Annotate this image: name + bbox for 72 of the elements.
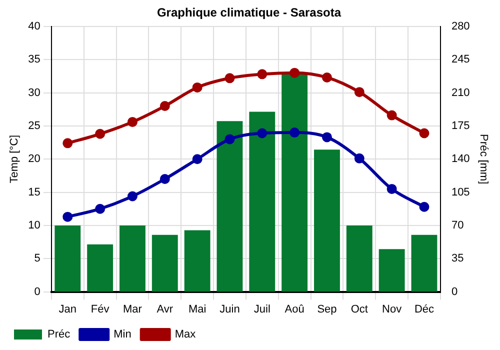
x-tick-label: Nov <box>382 303 402 316</box>
y2-tick-label: 0 <box>451 286 458 298</box>
point <box>257 69 268 80</box>
y2-tick-label: 210 <box>451 86 470 99</box>
y2-tick-label: 105 <box>451 186 470 198</box>
y-tick-label: 30 <box>28 86 40 99</box>
bar <box>282 74 308 292</box>
bar <box>87 244 114 292</box>
x-tick-label: Fév <box>90 303 110 316</box>
point <box>127 116 138 127</box>
y-tick-label: 25 <box>28 120 40 132</box>
y2-axis-title: Préc [mm] <box>477 134 490 184</box>
legend-label: Préc <box>48 328 71 341</box>
x-tick-label: Avr <box>156 303 174 316</box>
point <box>386 110 397 120</box>
y-tick-label: 0 <box>34 286 40 298</box>
x-tick-label: Mai <box>188 303 206 316</box>
y2-tick-label: 280 <box>451 20 470 32</box>
x-tick-label: Déc <box>414 303 435 316</box>
legend-label: Max <box>174 328 196 341</box>
y2-tick-label: 35 <box>451 252 464 265</box>
bar <box>346 225 372 292</box>
y2-tick-label: 245 <box>451 54 470 66</box>
bar <box>120 225 146 292</box>
point <box>322 132 332 142</box>
point <box>354 87 364 98</box>
point <box>62 138 73 148</box>
point <box>127 191 138 202</box>
legend-label: Min <box>114 328 132 341</box>
bar <box>314 150 340 292</box>
bar <box>54 225 81 292</box>
point <box>224 73 235 84</box>
y-tick-label: 40 <box>28 20 40 32</box>
point <box>290 128 300 138</box>
bar <box>216 121 243 292</box>
bar <box>411 234 438 292</box>
y-tick-label: 35 <box>28 54 40 66</box>
point <box>354 153 364 164</box>
point <box>160 174 170 184</box>
point <box>290 68 300 78</box>
point <box>62 212 73 222</box>
point <box>322 72 332 82</box>
y2-tick-label: 140 <box>451 153 470 166</box>
point <box>160 101 170 112</box>
bar <box>184 230 210 292</box>
x-tick-label: Juin <box>220 303 240 316</box>
y2-tick-label: 70 <box>451 219 464 232</box>
point <box>419 128 430 138</box>
bar <box>152 234 178 292</box>
y-axis-title: Temp [°C] <box>8 134 21 184</box>
point <box>224 134 235 144</box>
point <box>419 202 430 212</box>
x-tick-label: Juil <box>254 303 270 316</box>
x-tick-label: Aoû <box>284 303 304 316</box>
x-tick-label: Jan <box>58 303 77 316</box>
bar <box>378 249 405 292</box>
point <box>95 128 106 139</box>
point <box>95 204 106 214</box>
y-tick-label: 10 <box>28 219 40 232</box>
point <box>386 184 397 194</box>
chart-title: Graphique climatique - Sarasota <box>156 6 342 20</box>
x-tick-label: Sep <box>317 303 337 316</box>
y-tick-label: 5 <box>34 252 40 265</box>
bar <box>249 112 276 292</box>
point <box>257 128 268 138</box>
x-tick-label: Oct <box>350 303 368 316</box>
x-tick-label: Mar <box>123 303 142 316</box>
point <box>192 82 202 92</box>
y-tick-label: 15 <box>28 186 40 198</box>
y-tick-label: 20 <box>28 153 40 166</box>
y2-tick-label: 175 <box>451 120 470 132</box>
point <box>192 154 202 164</box>
